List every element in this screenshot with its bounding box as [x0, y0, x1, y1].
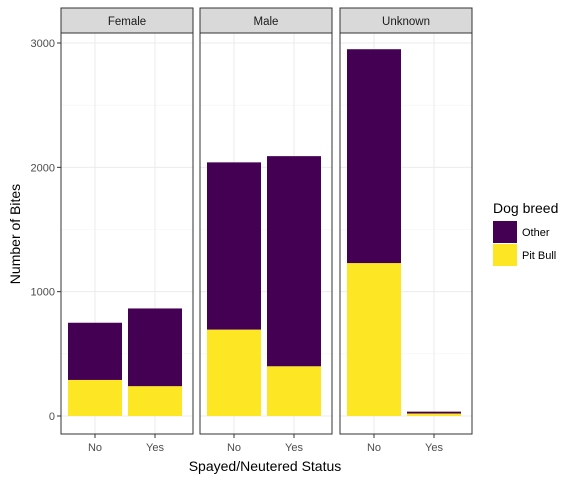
x-tick-label: No	[88, 442, 102, 454]
x-tick-label: No	[227, 442, 241, 454]
legend-swatch-pit-bull	[493, 244, 517, 266]
legend-label-pit-bull: Pit Bull	[522, 250, 556, 262]
y-tick-label: 2000	[31, 162, 55, 174]
bar-pit-bull-female-no	[68, 380, 122, 416]
legend-swatch-other	[493, 221, 517, 243]
facet-label: Male	[254, 16, 279, 28]
bar-pit-bull-male-yes	[267, 366, 321, 416]
x-tick-label: Yes	[425, 442, 443, 454]
legend: Dog breed Other Pit Bull	[493, 200, 558, 266]
panel-female: Female No Yes	[61, 8, 193, 454]
y-tick-label: 3000	[31, 38, 55, 50]
bar-other-female-yes	[128, 308, 182, 386]
bar-pit-bull-male-no	[207, 330, 261, 416]
legend-title: Dog breed	[493, 200, 558, 216]
x-tick-label: Yes	[285, 442, 303, 454]
legend-label-other: Other	[522, 227, 550, 239]
facet-label: Unknown	[382, 16, 430, 28]
panel-unknown: Unknown No Yes	[340, 8, 472, 454]
bar-pit-bull-female-yes	[128, 386, 182, 416]
bar-pit-bull-unknown-yes	[407, 414, 461, 416]
y-tick-label: 0	[49, 411, 55, 423]
bar-other-male-yes	[267, 156, 321, 366]
bar-other-male-no	[207, 162, 261, 329]
facet-label: Female	[108, 16, 146, 28]
y-tick-label: 1000	[31, 287, 55, 299]
bar-other-unknown-no	[347, 49, 401, 263]
panel-male: Male No Yes	[200, 8, 332, 454]
y-axis-title: Number of Bites	[7, 184, 23, 284]
x-axis-title: Spayed/Neutered Status	[189, 458, 342, 474]
x-tick-label: No	[367, 442, 381, 454]
bar-other-female-no	[68, 323, 122, 380]
bar-other-unknown-yes	[407, 412, 461, 414]
bar-pit-bull-unknown-no	[347, 263, 401, 416]
x-tick-label: Yes	[146, 442, 164, 454]
